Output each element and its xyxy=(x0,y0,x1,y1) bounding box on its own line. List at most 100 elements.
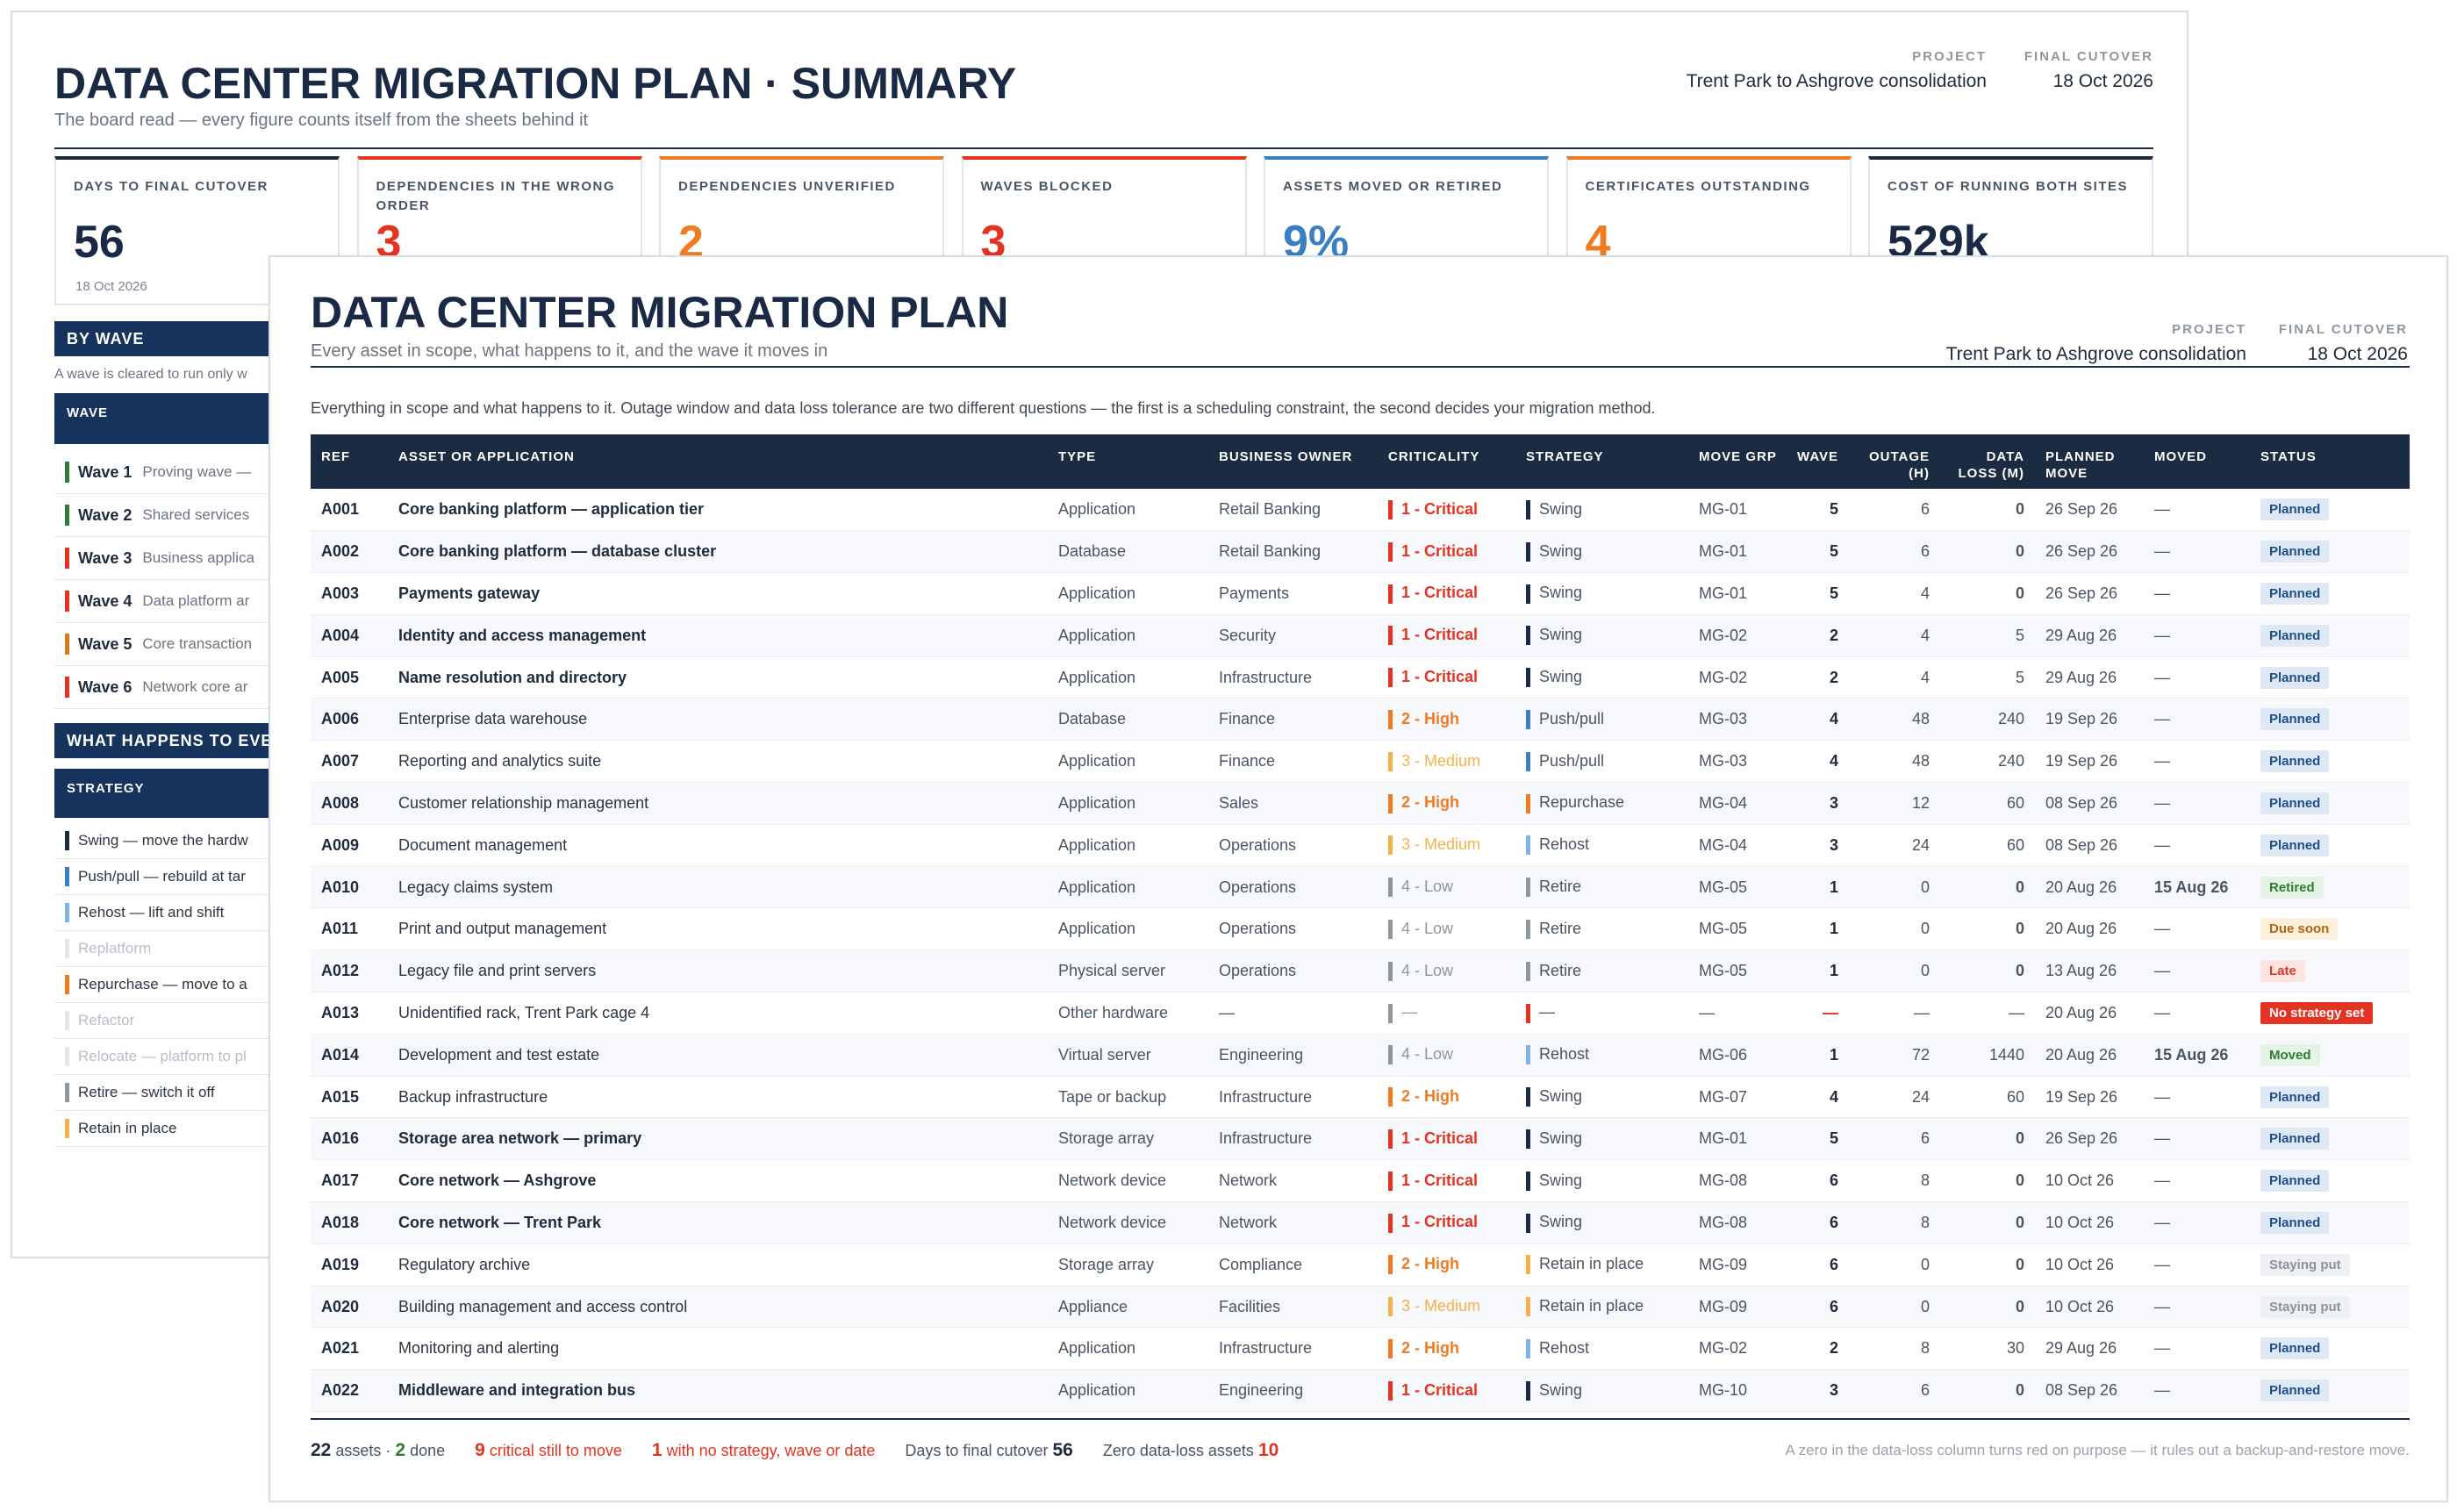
column-header[interactable]: WAVE xyxy=(1787,434,1849,489)
wave-status-bar xyxy=(65,505,69,526)
strategy-label: Swing xyxy=(1539,626,1583,644)
asset-ref: A020 xyxy=(311,1286,388,1329)
cutover-label: FINAL CUTOVER xyxy=(2278,322,2408,337)
strategy-label: Retire — switch it off xyxy=(78,1084,215,1100)
criticality-marker xyxy=(1388,1171,1393,1191)
status-badge: Late xyxy=(2260,960,2305,983)
wave-row[interactable]: Wave 1 Proving wave — xyxy=(54,451,283,494)
strategy-cell: Push/pull xyxy=(1515,740,1688,784)
column-header[interactable]: MOVE GRP xyxy=(1688,434,1787,489)
status-cell: Planned xyxy=(2250,1159,2410,1203)
criticality-label: 2 - High xyxy=(1401,709,1459,727)
asset-type: Other hardware xyxy=(1048,992,1208,1035)
table-row[interactable]: A013 Unidentified rack, Trent Park cage 4… xyxy=(311,992,2410,1035)
column-header[interactable]: CRITICALITY xyxy=(1378,434,1515,489)
wave-row[interactable]: Wave 2 Shared services xyxy=(54,494,283,537)
table-row[interactable]: A017 Core network — Ashgrove Network devic… xyxy=(311,1159,2410,1203)
asset-type: Application xyxy=(1048,614,1208,657)
outage-hours: 6 xyxy=(1849,530,1940,574)
data-loss-minutes: 0 xyxy=(1940,1159,2035,1203)
table-row[interactable]: A008 Customer relationship management Appl… xyxy=(311,782,2410,825)
table-row[interactable]: A010 Legacy claims system Application Opera… xyxy=(311,866,2410,909)
business-owner: Operations xyxy=(1208,824,1378,867)
column-header[interactable]: MOVED xyxy=(2144,434,2250,489)
criticality-marker xyxy=(1388,1297,1393,1317)
asset-name: Name resolution and directory xyxy=(388,656,1048,699)
summary-project: PROJECT Trent Park to Ashgrove consolida… xyxy=(1687,49,1987,92)
table-row[interactable]: A015 Backup infrastructure Tape or backup I… xyxy=(311,1076,2410,1119)
asset-name: Core network — Trent Park xyxy=(388,1201,1048,1244)
kpi-label: ASSETS MOVED OR RETIRED xyxy=(1283,179,1503,194)
table-row[interactable]: A005 Name resolution and directory Applica… xyxy=(311,656,2410,699)
status-cell: Planned xyxy=(2250,1117,2410,1161)
column-header[interactable]: PLANNED MOVE xyxy=(2035,434,2144,489)
column-header[interactable]: DATA LOSS (M) xyxy=(1940,434,2035,489)
strategy-marker xyxy=(1526,541,1530,562)
criticality-label: 4 - Low xyxy=(1401,919,1454,937)
table-row[interactable]: A019 Regulatory archive Storage array Compl… xyxy=(311,1243,2410,1286)
criticality-marker xyxy=(1388,919,1393,939)
days-label: Days to final cutover xyxy=(905,1442,1049,1459)
table-row[interactable]: A018 Core network — Trent Park Network dev… xyxy=(311,1201,2410,1244)
outage-hours: 8 xyxy=(1849,1201,1940,1244)
column-header[interactable]: STATUS xyxy=(2250,434,2410,489)
table-bottom-rule xyxy=(311,1418,2410,1420)
status-cell: Planned xyxy=(2250,782,2410,825)
table-row[interactable]: A009 Document management Application Operat… xyxy=(311,824,2410,867)
move-group: MG-04 xyxy=(1688,782,1787,825)
criticality-cell: 1 - Critical xyxy=(1378,572,1515,615)
planned-move-date: 26 Sep 26 xyxy=(2035,489,2144,532)
table-row[interactable]: A004 Identity and access management Applic… xyxy=(311,614,2410,657)
planned-move-date: 19 Sep 26 xyxy=(2035,740,2144,784)
table-row[interactable]: A002 Core banking platform — database clu… xyxy=(311,530,2410,574)
wave-number: 1 xyxy=(1787,907,1849,951)
business-owner: Retail Banking xyxy=(1208,489,1378,532)
table-row[interactable]: A020 Building management and access contr… xyxy=(311,1286,2410,1329)
asset-ref: A021 xyxy=(311,1327,388,1371)
column-header[interactable]: OUTAGE (H) xyxy=(1849,434,1940,489)
criticality-label: 2 - High xyxy=(1401,1086,1459,1105)
column-header[interactable]: BUSINESS OWNER xyxy=(1208,434,1378,489)
column-header[interactable]: TYPE xyxy=(1048,434,1208,489)
table-row[interactable]: A012 Legacy file and print servers Physica… xyxy=(311,949,2410,993)
wave-number: 3 xyxy=(1787,824,1849,867)
strategy-cell: Repurchase xyxy=(1515,782,1688,825)
wave-row[interactable]: Wave 5 Core transaction xyxy=(54,623,283,666)
wave-desc: Network core ar xyxy=(142,678,248,695)
column-header[interactable]: REF xyxy=(311,434,388,489)
asset-type: Application xyxy=(1048,572,1208,615)
table-row[interactable]: A006 Enterprise data warehouse Database Fin… xyxy=(311,698,2410,742)
strategy-label: Retain in place xyxy=(78,1120,177,1136)
data-loss-minutes: 60 xyxy=(1940,1076,2035,1119)
table-row[interactable]: A011 Print and output management Applicati… xyxy=(311,907,2410,951)
strategy-cell: Swing xyxy=(1515,1201,1688,1244)
status-cell: Planned xyxy=(2250,698,2410,742)
status-cell: Planned xyxy=(2250,1076,2410,1119)
move-group: MG-09 xyxy=(1688,1286,1787,1329)
wave-row[interactable]: Wave 4 Data platform ar xyxy=(54,580,283,623)
wave-row[interactable]: Wave 3 Business applica xyxy=(54,537,283,580)
table-row[interactable]: A016 Storage area network — primary Storag… xyxy=(311,1117,2410,1161)
column-header[interactable]: ASSET OR APPLICATION xyxy=(388,434,1048,489)
status-badge: Planned xyxy=(2260,498,2330,521)
table-row[interactable]: A022 Middleware and integration bus Applic… xyxy=(311,1369,2410,1413)
strategy-cell: Retire xyxy=(1515,866,1688,909)
table-row[interactable]: A014 Development and test estate Virtual s… xyxy=(311,1034,2410,1077)
wave-number: 3 xyxy=(1787,1369,1849,1413)
status-cell: No strategy set xyxy=(2250,992,2410,1035)
table-row[interactable]: A007 Reporting and analytics suite Applica… xyxy=(311,740,2410,784)
column-header[interactable]: STRATEGY xyxy=(1515,434,1688,489)
wave-number: 2 xyxy=(1787,614,1849,657)
table-row[interactable]: A001 Core banking platform — application … xyxy=(311,489,2410,532)
planned-move-date: 20 Aug 26 xyxy=(2035,1034,2144,1077)
table-row[interactable]: A003 Payments gateway Application Payments 1… xyxy=(311,572,2410,615)
planned-move-date: 13 Aug 26 xyxy=(2035,949,2144,993)
footer-critical: 9 critical still to move xyxy=(475,1440,622,1461)
table-row[interactable]: A021 Monitoring and alerting Application In… xyxy=(311,1327,2410,1371)
wave-status-bar xyxy=(65,462,69,483)
status-cell: Planned xyxy=(2250,656,2410,699)
data-loss-minutes: 240 xyxy=(1940,740,2035,784)
moved-date: 15 Aug 26 xyxy=(2144,1034,2250,1077)
wave-row[interactable]: Wave 6 Network core ar xyxy=(54,666,283,709)
asset-name: Monitoring and alerting xyxy=(388,1327,1048,1371)
